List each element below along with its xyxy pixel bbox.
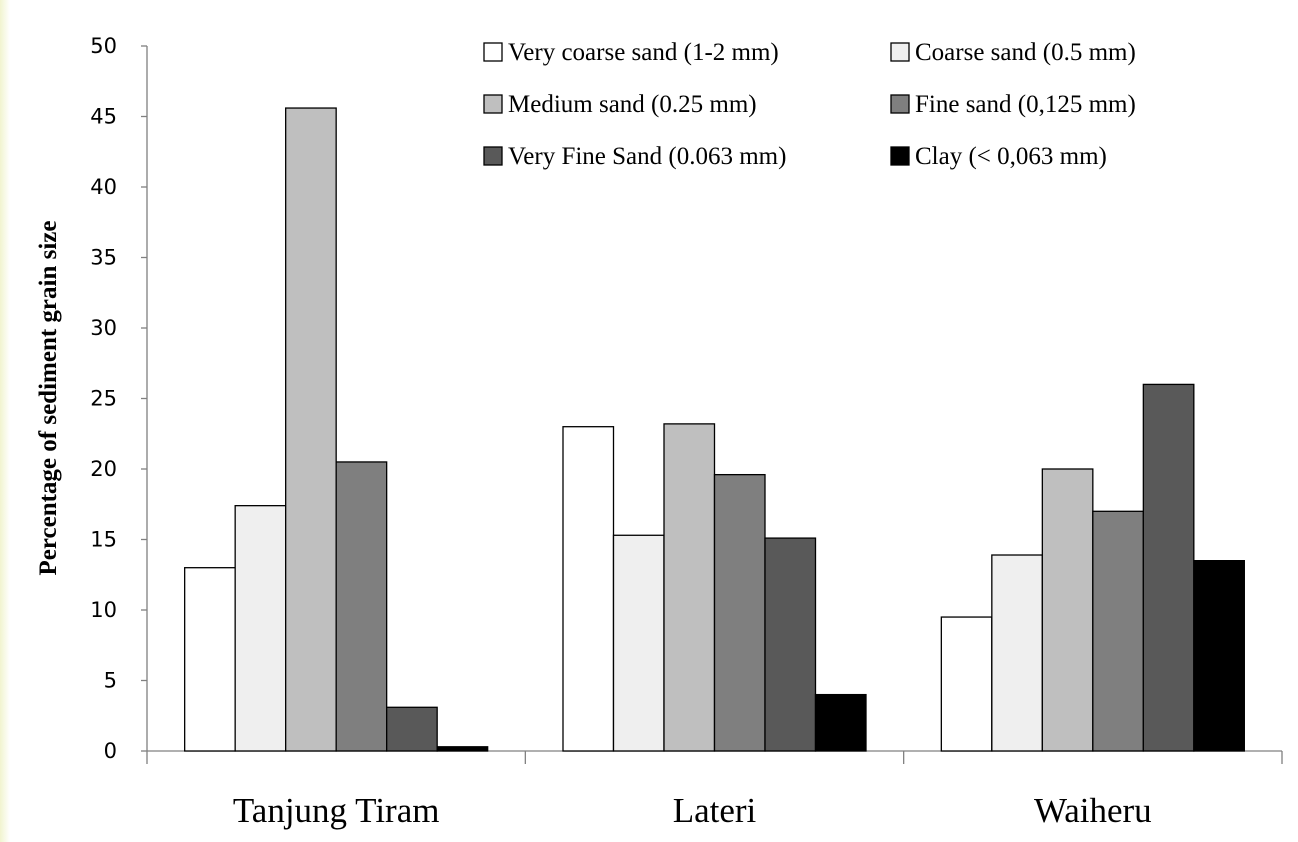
y-tick-label: 15: [90, 528, 117, 552]
legend-swatch: [483, 94, 503, 114]
legend-label: Coarse sand (0.5 mm): [915, 39, 1136, 66]
bar: [713, 473, 766, 752]
legend-swatch: [483, 146, 503, 166]
legend-swatch: [890, 146, 910, 166]
y-tick-label: 20: [90, 457, 117, 481]
legend: Very coarse sand (1-2 mm) Coarse sand (0.…: [483, 39, 1136, 170]
bar: [184, 567, 236, 752]
legend-label: Clay (< 0,063 mm): [915, 143, 1107, 170]
labels: 0 5 10 15 20 25 30 35 40 45 50 Tanjung Tiram Lateri W…: [90, 34, 1151, 830]
y-tick-label: 30: [90, 316, 117, 340]
y-tick-label: 25: [90, 387, 117, 411]
y-axis-title: Percentage of sediment grain size: [35, 221, 62, 576]
legend-label: Medium sand (0.25 mm): [508, 91, 757, 118]
category-label: Waiheru: [1034, 791, 1152, 830]
bar: [612, 534, 665, 752]
bar: [764, 537, 817, 752]
bar: [386, 706, 438, 752]
bar: [335, 461, 388, 752]
bar: [991, 554, 1043, 752]
y-tick-label: 50: [90, 34, 117, 58]
legend-swatch: [890, 42, 910, 62]
bar: [663, 423, 716, 752]
bar: [285, 107, 337, 752]
bar: [814, 693, 867, 752]
legend-label: Fine sand (0,125 mm): [915, 91, 1136, 118]
bar: [1092, 510, 1144, 752]
legend-label: Very coarse sand (1-2 mm): [508, 39, 779, 66]
y-tick-label: 35: [90, 246, 117, 270]
category-label: Tanjung Tiram: [233, 791, 440, 830]
category-label: Lateri: [673, 791, 757, 830]
y-tick-label: 10: [90, 598, 117, 622]
y-tick-label: 40: [90, 175, 117, 199]
legend-swatch: [483, 42, 503, 62]
bar: [436, 746, 489, 752]
bar: [940, 616, 993, 752]
bar: [234, 505, 287, 752]
y-tick-label: 5: [104, 669, 117, 693]
bar: [1193, 560, 1245, 752]
y-tick-label: 0: [104, 739, 117, 763]
bar: [562, 426, 615, 752]
bar: [1142, 383, 1195, 752]
background-edge: [0, 0, 10, 842]
legend-swatch: [890, 94, 910, 114]
bar: [1041, 468, 1094, 752]
bars: [184, 107, 1245, 752]
y-tick-label: 45: [90, 105, 117, 129]
legend-label: Very Fine Sand (0.063 mm): [508, 143, 786, 170]
